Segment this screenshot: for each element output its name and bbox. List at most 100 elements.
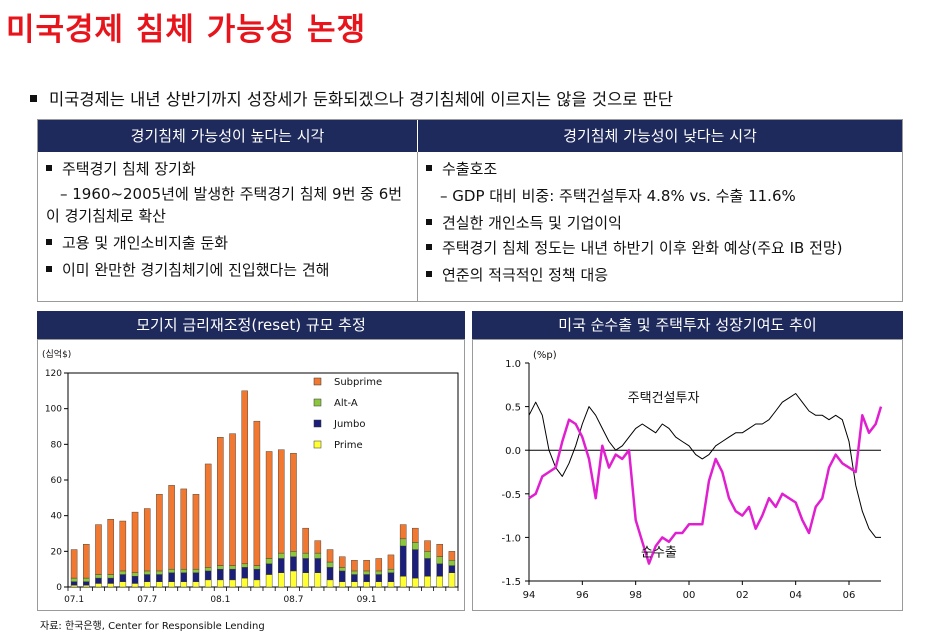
table-header: 경기침체 가능성이 높다는 시각 경기침체 가능성이 낮다는 시각 bbox=[38, 120, 902, 152]
line-chart: (%p) 1.0 0.5 0.0 -0.5 -1.0 -1.594 96 98 00 02 04 06 주… bbox=[501, 350, 883, 601]
bullet-icon bbox=[46, 164, 52, 171]
bar-prime bbox=[351, 581, 358, 588]
bar-jumbo bbox=[375, 574, 383, 582]
bar-subprime bbox=[192, 494, 200, 570]
right-column: 수출호조 – GDP 대비 비중: 주택건설투자 4.8% vs. 수출 11.… bbox=[426, 156, 896, 289]
legend-swatch bbox=[313, 419, 322, 428]
bar-alt-a bbox=[253, 565, 261, 570]
bar-jumbo bbox=[70, 581, 78, 586]
bar-alt-a bbox=[448, 560, 456, 566]
bar-prime bbox=[143, 581, 151, 588]
comparison-table: 경기침체 가능성이 높다는 시각 경기침체 가능성이 낮다는 시각 주택경기 침… bbox=[37, 119, 903, 302]
bar-jumbo bbox=[241, 567, 248, 579]
bar-alt-a bbox=[156, 570, 163, 575]
bar-prime bbox=[375, 581, 383, 588]
bar-jumbo bbox=[412, 549, 419, 579]
bar-subprime bbox=[436, 543, 443, 557]
bar-subprime bbox=[156, 494, 163, 572]
bar-jumbo bbox=[363, 574, 370, 582]
bar-alt-a bbox=[363, 570, 370, 575]
bar-subprime bbox=[131, 511, 139, 573]
left-header: 경기침체 가능성이 높다는 시각 bbox=[130, 127, 325, 145]
x-tick-label: 07.7 bbox=[137, 595, 157, 605]
bar-jumbo bbox=[338, 570, 346, 582]
legend-swatch bbox=[313, 377, 322, 386]
bar-prime bbox=[363, 581, 370, 588]
bar-prime bbox=[168, 581, 175, 588]
bar-subprime bbox=[204, 463, 212, 568]
annotation-net-exports: 순수출 bbox=[641, 546, 677, 561]
bar-subprime bbox=[338, 556, 346, 568]
legend-swatch bbox=[313, 440, 322, 449]
bar-prime bbox=[83, 585, 90, 588]
bar-jumbo bbox=[253, 568, 261, 581]
bar-jumbo bbox=[217, 568, 224, 581]
x-tick-label: 08.7 bbox=[283, 595, 303, 605]
x-tick-label: 94 bbox=[523, 590, 536, 601]
bar-jumbo bbox=[119, 574, 127, 582]
bar-subprime bbox=[70, 549, 78, 579]
bar-alt-a bbox=[290, 551, 297, 557]
bar-alt-a bbox=[375, 570, 383, 575]
x-tick-label: 98 bbox=[629, 590, 642, 601]
item-text: 견실한 개인소득 및 기업이익 bbox=[442, 214, 622, 232]
line-chart-panel: (%p) 1.0 0.5 0.0 -0.5 -1.0 -1.5 94 96 98 00 02 04 06 주… bbox=[472, 339, 903, 611]
bar-subprime bbox=[387, 554, 395, 570]
source-note: 자료: 한국은행, Center for Responsible Lending bbox=[40, 621, 265, 632]
bar-prime bbox=[265, 574, 273, 588]
x-tick-label: 08.1 bbox=[210, 595, 230, 605]
bar-subprime bbox=[448, 551, 456, 561]
list-item: – GDP 대비 비중: 주택건설투자 4.8% vs. 수출 11.6% bbox=[426, 183, 896, 210]
bar-subprime bbox=[326, 549, 334, 563]
housing-investment-line bbox=[528, 393, 881, 538]
item-text: 연준의 적극적인 정책 대응 bbox=[442, 266, 609, 284]
bar-jumbo bbox=[180, 572, 188, 582]
bar-jumbo bbox=[290, 556, 297, 572]
bar-jumbo bbox=[424, 558, 431, 577]
list-item: 연준의 적극적인 정책 대응 bbox=[426, 262, 896, 289]
legend-label: Subprime bbox=[334, 377, 382, 388]
bar-jumbo bbox=[83, 581, 90, 586]
bar-jumbo bbox=[192, 572, 200, 582]
bar-alt-a bbox=[436, 556, 443, 565]
bar-subprime bbox=[180, 488, 188, 570]
bar-alt-a bbox=[278, 552, 285, 559]
legend-label: Alt-A bbox=[334, 398, 358, 409]
bar-jumbo bbox=[229, 568, 236, 581]
bar-prime bbox=[217, 579, 224, 588]
page-title: 미국경제 침체 가능성 논쟁 bbox=[6, 12, 367, 48]
bar-jumbo bbox=[156, 574, 163, 582]
right-header: 경기침체 가능성이 낮다는 시각 bbox=[563, 127, 757, 145]
x-tick-label: 02 bbox=[736, 590, 749, 601]
bar-alt-a bbox=[131, 572, 139, 577]
column-divider bbox=[417, 152, 418, 301]
bar-subprime bbox=[278, 449, 285, 554]
bar-alt-a bbox=[192, 568, 200, 573]
y-tick-label: 0.0 bbox=[505, 446, 521, 457]
bullet-icon bbox=[426, 164, 432, 171]
bar-jumbo bbox=[168, 572, 175, 582]
bar-jumbo bbox=[436, 563, 443, 577]
summary-text: 미국경제는 내년 상반기까지 성장세가 둔화되겠으나 경기침체에 이르지는 않을… bbox=[49, 90, 674, 109]
bar-alt-a bbox=[265, 558, 273, 565]
bar-prime bbox=[95, 583, 102, 588]
plot-frame bbox=[67, 372, 459, 588]
item-text: 주택경기 침체 장기화 bbox=[62, 160, 196, 178]
bar-alt-a bbox=[95, 574, 102, 579]
bar-jumbo bbox=[131, 576, 139, 584]
bullet-icon bbox=[426, 218, 432, 225]
bar-jumbo bbox=[143, 574, 151, 582]
y-tick-label: 1.0 bbox=[505, 359, 521, 370]
bar-subprime bbox=[375, 558, 383, 572]
bar-subprime bbox=[241, 390, 248, 565]
bar-alt-a bbox=[412, 542, 419, 550]
bar-prime bbox=[119, 581, 127, 588]
bar-prime bbox=[387, 581, 395, 588]
bar-alt-a bbox=[351, 570, 358, 575]
header-divider bbox=[417, 120, 418, 152]
x-tick-label: 96 bbox=[576, 590, 589, 601]
bar-subprime bbox=[217, 436, 224, 566]
bar-subprime bbox=[363, 560, 370, 572]
unit-label: (십억$) bbox=[42, 348, 71, 360]
item-text: 주택경기 침체 정도는 내년 하반기 이후 완화 예상(주요 IB 전망) bbox=[442, 239, 843, 257]
